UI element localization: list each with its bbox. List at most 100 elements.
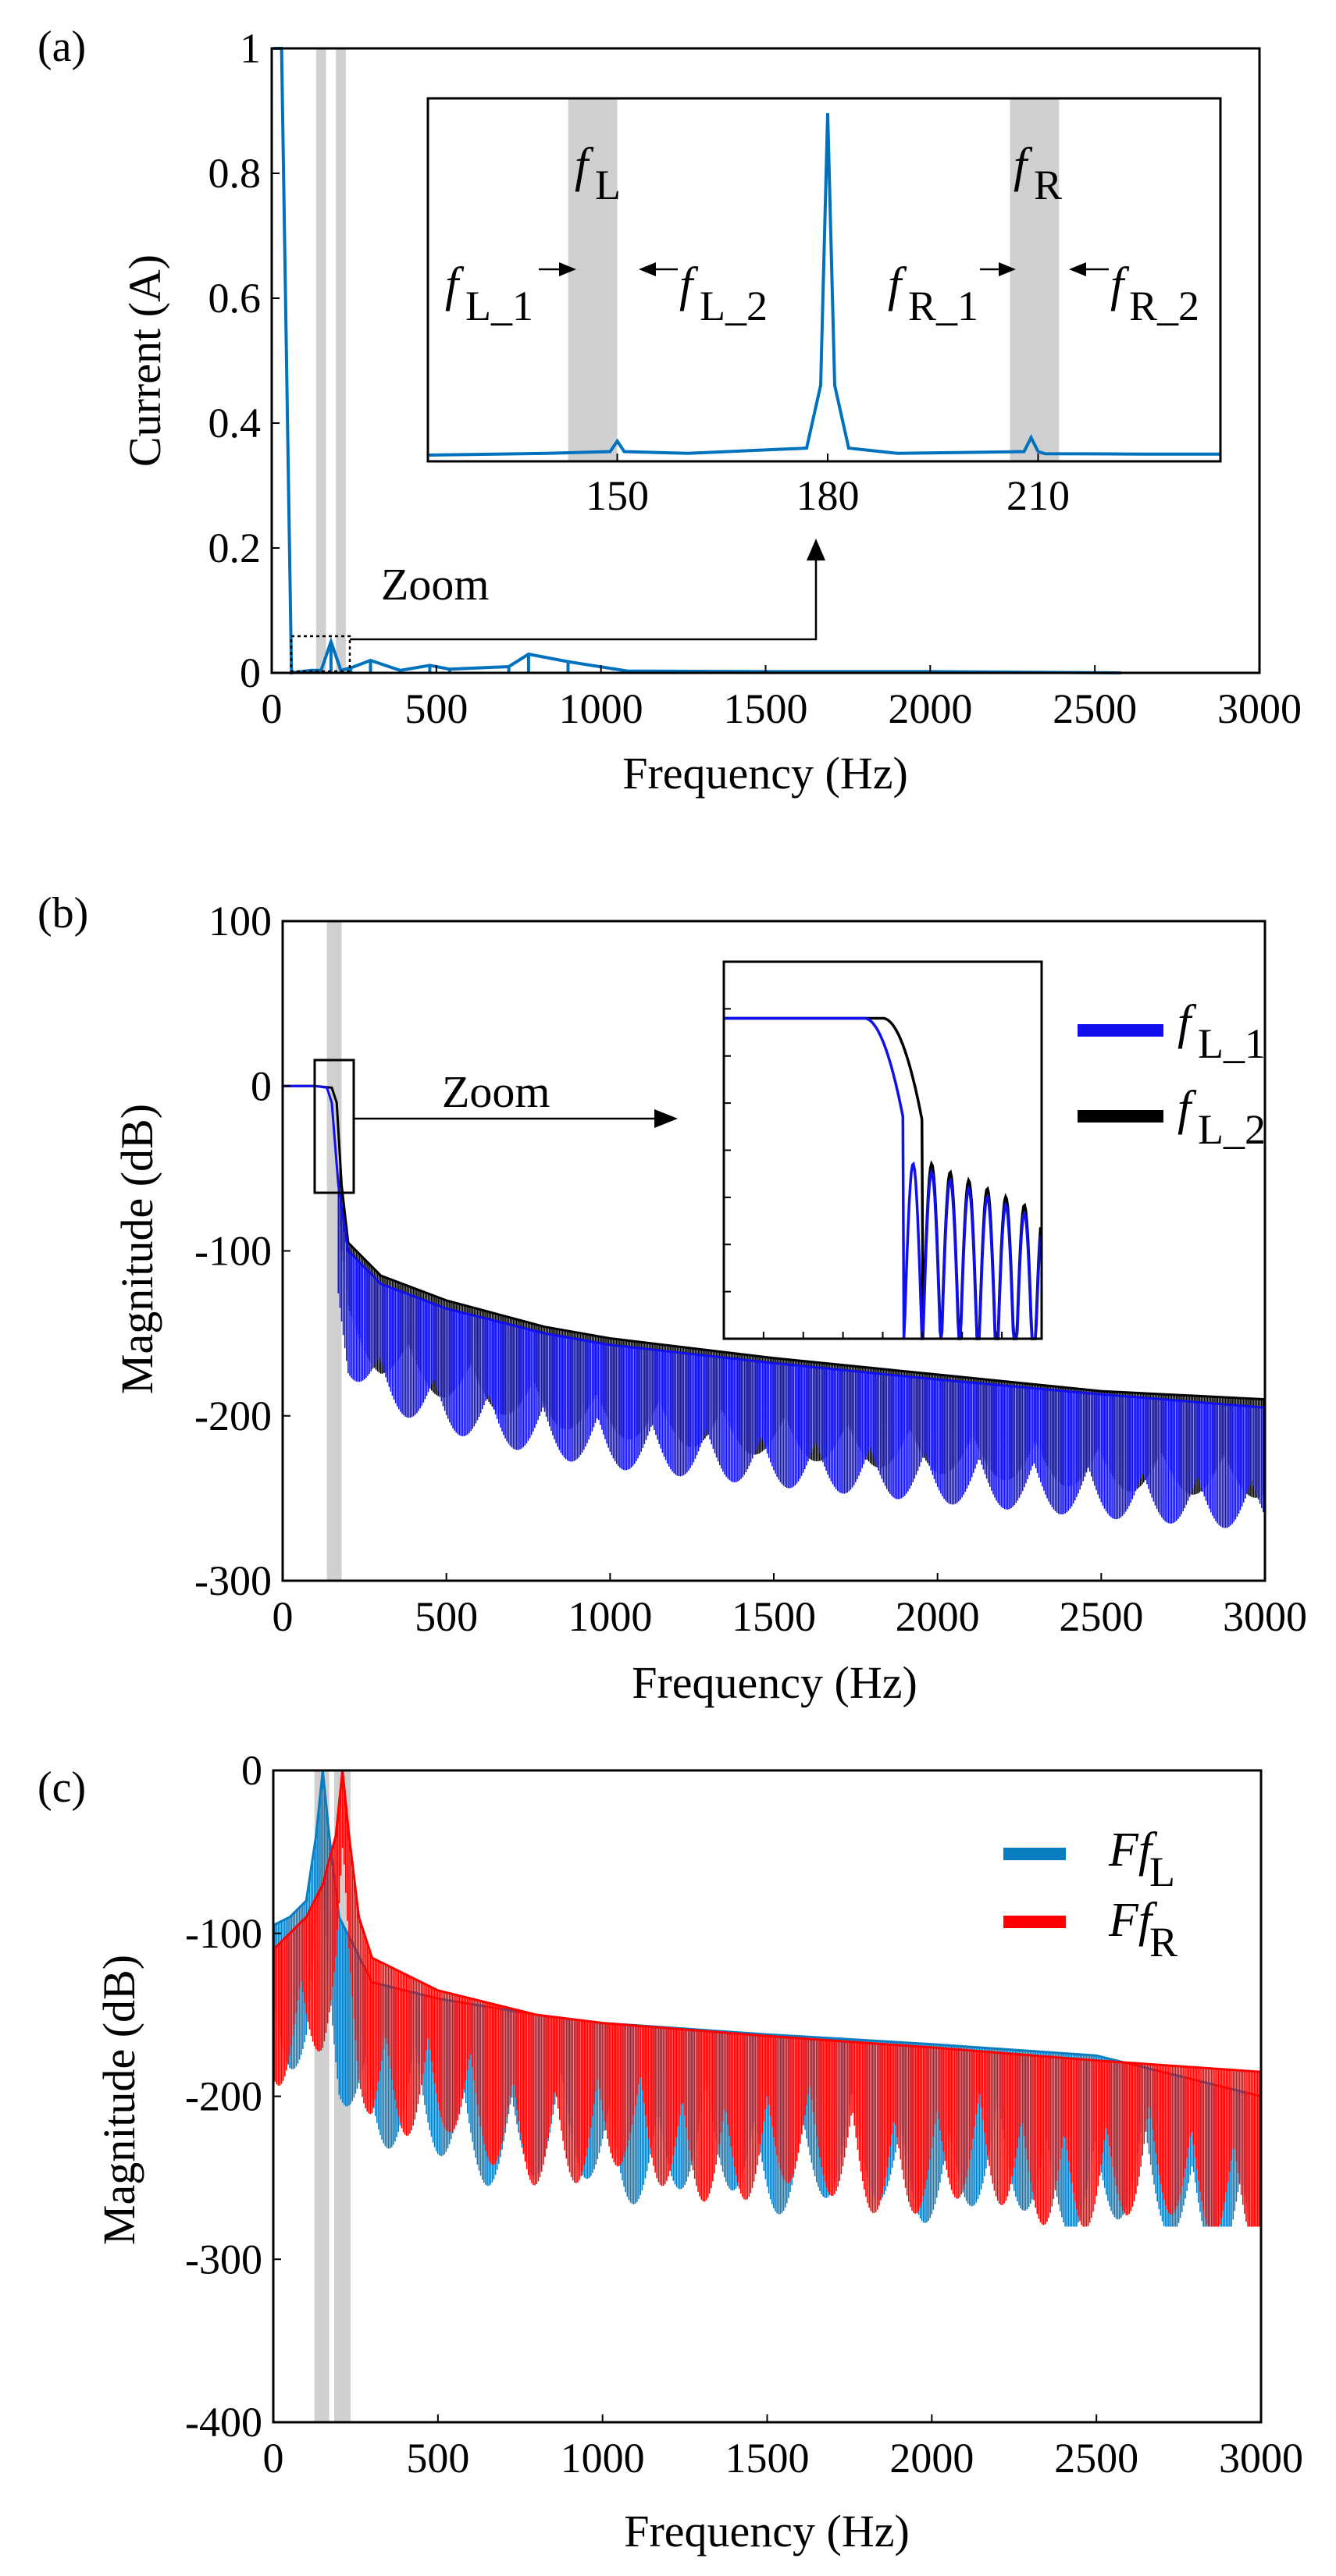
panel-b-xtick-label-5: 2500 — [1059, 1593, 1143, 1640]
inset-arrowhead-fR2 — [1069, 262, 1086, 276]
panel-a-inset-data — [427, 112, 1220, 457]
panel-c-xtick-label-3: 1500 — [725, 2435, 810, 2482]
panel-c-data — [272, 1770, 1262, 2227]
panel-a-inset-band-0 — [568, 98, 618, 461]
panel-b-inset-series-0 — [724, 1016, 1042, 1340]
panel-a-ytick-label-3: 0.6 — [208, 275, 262, 322]
panel-a-y-ticks: 0 0.2 0.4 0.6 0.8 1 — [208, 25, 280, 696]
panel-a-ytick-label-2: 0.4 — [208, 400, 262, 447]
legend-c-FfR-main: Ff — [1108, 1894, 1158, 1947]
panel-a-zoom-arrow-line — [350, 558, 818, 641]
panel-c-series-1-lobes — [274, 1770, 1260, 2227]
panel-a-zoom-arrowhead — [807, 539, 825, 560]
panel-a-inset-xtick-label-1: 180 — [796, 472, 859, 519]
panel-b-inset-background — [724, 962, 1042, 1339]
panel-b-series-0-envelope — [283, 1084, 1266, 1409]
legend-c-FfR-sub: R — [1149, 1919, 1177, 1966]
panel-a-ytick-label-1: 0.2 — [208, 525, 262, 571]
panel-c-xtick-label-2: 1000 — [561, 2435, 645, 2482]
inset-label-fL-sub: L — [595, 162, 621, 208]
panel-a-xtick-label-3: 1500 — [724, 685, 808, 732]
panel-b-y-ticks: -300 -200 -100 0 100 — [194, 898, 290, 1604]
panel-b-zoom-label: Zoom — [442, 1066, 550, 1117]
panel-b-xtick-label-4: 2000 — [896, 1593, 980, 1640]
panel-b-inset — [722, 960, 1043, 1340]
panel-a-inset: 150 180 210 f L f L_1 f L_2 f R f R_1 f R_… — [426, 97, 1222, 519]
panel-b-xtick-label-0: 0 — [273, 1593, 294, 1640]
inset-arrowhead-fR1 — [999, 262, 1016, 276]
inset-arrowhead-fL1 — [559, 262, 576, 276]
panel-b-ytick-label-4: 100 — [208, 898, 272, 945]
panel-b-ytick-label-3: 0 — [251, 1062, 272, 1109]
panel-c-ytick-label-1: -300 — [185, 2236, 262, 2282]
inset-arrowhead-fL2 — [639, 262, 656, 276]
panel-a-xtick-label-1: 500 — [404, 685, 468, 732]
inset-label-fR1-sub: R_1 — [908, 283, 978, 329]
panel-c: (c) 0 500 1000 1500 2000 2500 3000 -400 -300 -20… — [37, 1747, 1303, 2556]
panel-c-xtick-label-4: 2000 — [889, 2435, 974, 2482]
panel-b-ytick-label-2: -100 — [194, 1228, 272, 1275]
panel-b-zoom-arrowhead — [654, 1109, 678, 1128]
panel-b-band-0 — [326, 921, 342, 1581]
panel-a-label: (a) — [37, 23, 86, 71]
panel-c-y-ticks: -400 -300 -200 -100 0 — [185, 1747, 281, 2446]
panel-a-bands — [315, 48, 346, 673]
panel-c-x-axis-label: Frequency (Hz) — [624, 2506, 910, 2556]
panel-a: (a) 0 500 1000 1500 2000 2500 3000 00.20.40.60… — [37, 23, 1302, 799]
panel-a-y-axis-label: Current (A) — [119, 254, 170, 467]
panel-c-ytick-label-4: 0 — [241, 1747, 262, 1794]
panel-b-xtick-label-1: 500 — [415, 1593, 478, 1640]
panel-b-x-ticks: 0 500 1000 1500 2000 2500 3000 — [273, 1573, 1307, 1640]
panel-a-ytick-label-0: 0 — [240, 649, 261, 696]
panel-b-xtick-label-2: 1000 — [568, 1593, 652, 1640]
panel-a-xtick-label-0: 0 — [262, 685, 283, 732]
panel-a-xtick-label-6: 3000 — [1217, 685, 1302, 732]
panel-c-series-1-envelope — [272, 1770, 1262, 2073]
panel-b-zoom-box — [313, 1059, 355, 1194]
panel-c-xtick-label-1: 500 — [406, 2435, 469, 2482]
panel-c-xtick-label-0: 0 — [263, 2435, 284, 2482]
panel-a-x-ticks: 0 500 1000 1500 2000 2500 3000 — [262, 665, 1302, 732]
panel-a-x-axis-label: Frequency (Hz) — [622, 748, 908, 799]
panel-c-ytick-label-0: -400 — [185, 2399, 262, 2446]
panel-b-y-axis-label: Magnitude (dB) — [112, 1104, 162, 1394]
panel-a-inset-spectrum-line — [427, 112, 1220, 457]
panel-a-inset-x-ticks: 150 180 210 — [586, 454, 1070, 519]
panel-a-xtick-label-5: 2500 — [1053, 685, 1137, 732]
panel-c-xtick-label-5: 2500 — [1054, 2435, 1138, 2482]
panel-c-y-axis-label: Magnitude (dB) — [94, 1955, 144, 2245]
panel-c-ytick-label-2: -200 — [185, 2073, 262, 2120]
panel-b-legend: f L_1 f L_2 — [1078, 996, 1266, 1153]
panel-a-zoom-label: Zoom — [381, 559, 490, 610]
panel-b-xtick-label-3: 1500 — [732, 1593, 816, 1640]
panel-b-xtick-label-6: 3000 — [1223, 1593, 1307, 1640]
panel-a-band-1 — [336, 48, 346, 673]
panel-a-inset-box — [426, 97, 1222, 463]
panel-c-x-ticks: 0 500 1000 1500 2000 2500 3000 — [263, 2414, 1303, 2482]
inset-label-fL1-sub: L_1 — [465, 283, 533, 329]
panel-b-label: (b) — [37, 889, 88, 938]
legend-b-fL2-sub: L_2 — [1198, 1106, 1266, 1153]
legend-b-fL1-main: f — [1177, 996, 1197, 1049]
panel-a-inset-bands — [568, 98, 1060, 461]
legend-c-FfL-sub: L — [1149, 1848, 1175, 1895]
panel-c-legend: Ff L Ff R — [1003, 1823, 1177, 1966]
panel-a-zoom-box — [290, 635, 351, 673]
panel-b-inset-data — [724, 1016, 1042, 1340]
panel-b-ytick-label-1: -200 — [194, 1393, 272, 1439]
legend-b-fL1-sub: L_1 — [1198, 1020, 1266, 1067]
panel-a-xtick-label-2: 1000 — [559, 685, 643, 732]
panel-a-xtick-label-4: 2000 — [888, 685, 972, 732]
inset-label-fR2-sub: R_2 — [1129, 283, 1199, 329]
panel-c-label: (c) — [37, 1763, 86, 1812]
panel-b-ytick-label-0: -300 — [194, 1557, 272, 1604]
inset-label-fR-sub: R — [1034, 162, 1062, 208]
panel-b-bands — [326, 921, 342, 1581]
inset-label-fL2-sub: L_2 — [700, 283, 768, 329]
panel-a-ytick-label-5: 1 — [240, 25, 261, 72]
panel-a-ytick-label-4: 0.8 — [208, 150, 262, 197]
panel-b-inset-ticks — [724, 1008, 1003, 1339]
legend-b-fL2-main: f — [1177, 1082, 1197, 1135]
panel-a-band-0 — [315, 48, 326, 673]
